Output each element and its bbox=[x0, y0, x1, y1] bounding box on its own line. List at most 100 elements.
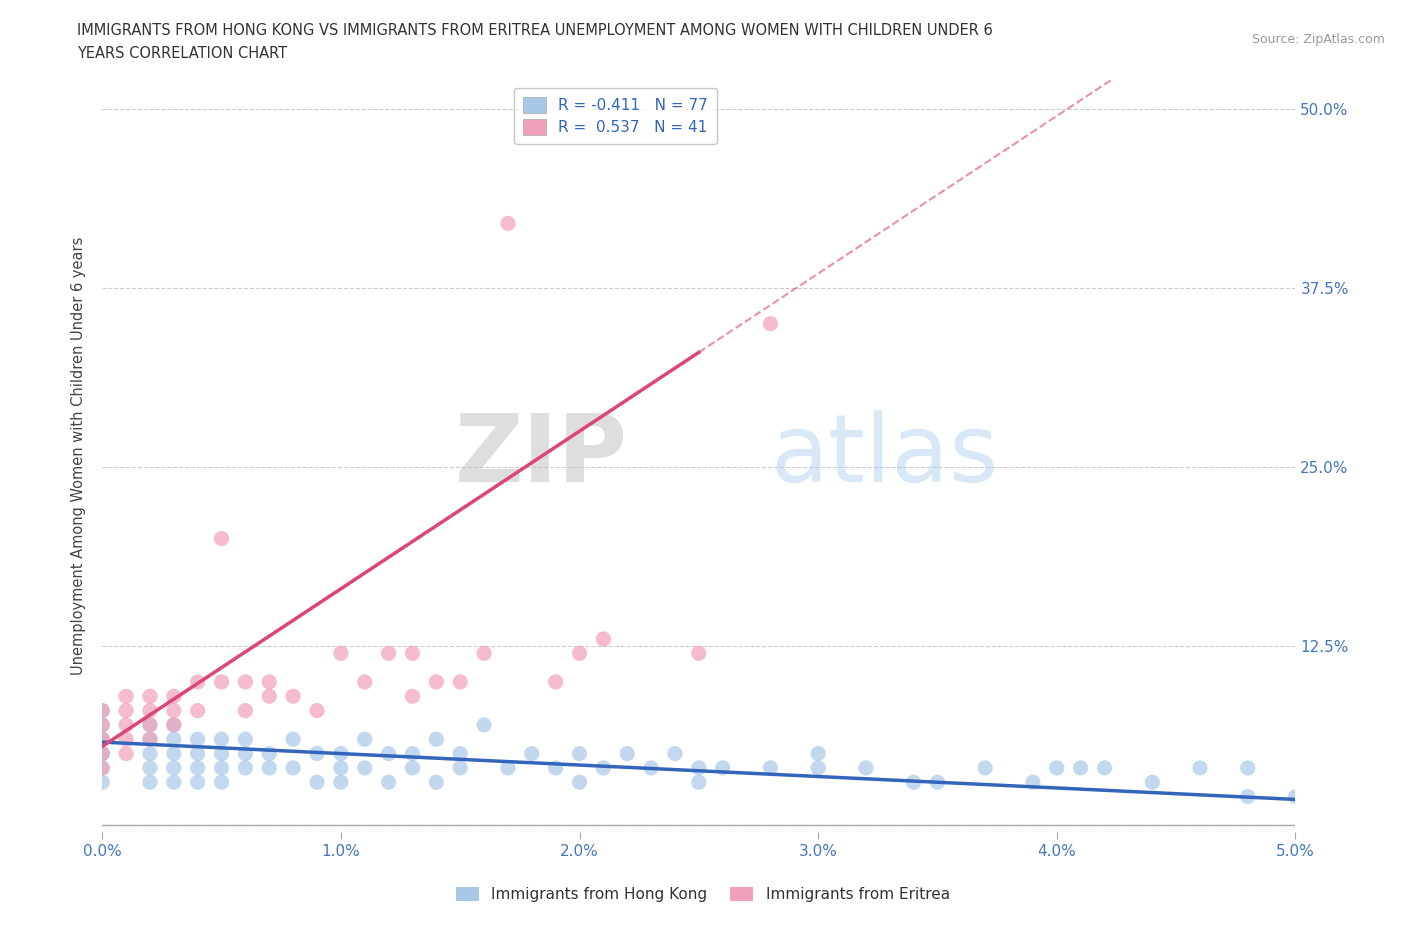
Point bbox=[496, 761, 519, 776]
Point bbox=[759, 316, 782, 331]
Point bbox=[711, 761, 734, 776]
Text: IMMIGRANTS FROM HONG KONG VS IMMIGRANTS FROM ERITREA UNEMPLOYMENT AMONG WOMEN WI: IMMIGRANTS FROM HONG KONG VS IMMIGRANTS … bbox=[77, 23, 993, 38]
Point bbox=[401, 761, 423, 776]
Text: ZIP: ZIP bbox=[454, 410, 627, 502]
Point bbox=[329, 746, 352, 761]
Point bbox=[91, 761, 114, 776]
Point bbox=[377, 645, 399, 660]
Point bbox=[139, 717, 162, 732]
Point bbox=[640, 761, 662, 776]
Point bbox=[688, 775, 710, 790]
Point bbox=[187, 746, 209, 761]
Point bbox=[544, 761, 567, 776]
Point bbox=[1046, 761, 1069, 776]
Point bbox=[568, 775, 591, 790]
Point bbox=[139, 732, 162, 747]
Point bbox=[139, 732, 162, 747]
Point bbox=[425, 732, 447, 747]
Point bbox=[211, 531, 233, 546]
Point bbox=[329, 775, 352, 790]
Point bbox=[235, 746, 257, 761]
Point bbox=[187, 674, 209, 689]
Point bbox=[163, 775, 186, 790]
Point bbox=[688, 761, 710, 776]
Point bbox=[91, 746, 114, 761]
Point bbox=[807, 746, 830, 761]
Point bbox=[91, 703, 114, 718]
Point bbox=[568, 746, 591, 761]
Point bbox=[281, 689, 304, 704]
Point bbox=[353, 761, 375, 776]
Point bbox=[592, 761, 614, 776]
Point bbox=[91, 761, 114, 776]
Point bbox=[807, 761, 830, 776]
Point bbox=[187, 761, 209, 776]
Point bbox=[1094, 761, 1116, 776]
Point bbox=[235, 732, 257, 747]
Point bbox=[139, 775, 162, 790]
Point bbox=[1022, 775, 1045, 790]
Legend: Immigrants from Hong Kong, Immigrants from Eritrea: Immigrants from Hong Kong, Immigrants fr… bbox=[450, 881, 956, 909]
Point bbox=[115, 689, 138, 704]
Point bbox=[235, 761, 257, 776]
Point bbox=[91, 732, 114, 747]
Point bbox=[187, 703, 209, 718]
Text: atlas: atlas bbox=[770, 410, 998, 502]
Point bbox=[281, 761, 304, 776]
Point bbox=[211, 732, 233, 747]
Legend: R = -0.411   N = 77, R =  0.537   N = 41: R = -0.411 N = 77, R = 0.537 N = 41 bbox=[513, 87, 717, 144]
Point bbox=[1070, 761, 1092, 776]
Y-axis label: Unemployment Among Women with Children Under 6 years: Unemployment Among Women with Children U… bbox=[72, 237, 86, 675]
Point bbox=[91, 717, 114, 732]
Point bbox=[759, 761, 782, 776]
Point bbox=[139, 703, 162, 718]
Point bbox=[259, 674, 281, 689]
Point bbox=[91, 746, 114, 761]
Point bbox=[616, 746, 638, 761]
Point bbox=[305, 775, 328, 790]
Point bbox=[139, 746, 162, 761]
Point bbox=[1284, 790, 1306, 804]
Point bbox=[520, 746, 543, 761]
Point bbox=[353, 674, 375, 689]
Point bbox=[281, 732, 304, 747]
Point bbox=[305, 703, 328, 718]
Point bbox=[903, 775, 925, 790]
Point bbox=[163, 689, 186, 704]
Point bbox=[974, 761, 997, 776]
Point bbox=[115, 717, 138, 732]
Point bbox=[449, 761, 471, 776]
Point bbox=[211, 761, 233, 776]
Point bbox=[259, 746, 281, 761]
Point bbox=[1236, 790, 1258, 804]
Point bbox=[91, 746, 114, 761]
Point bbox=[163, 717, 186, 732]
Point bbox=[377, 746, 399, 761]
Point bbox=[163, 746, 186, 761]
Point bbox=[353, 732, 375, 747]
Text: YEARS CORRELATION CHART: YEARS CORRELATION CHART bbox=[77, 46, 287, 61]
Point bbox=[1142, 775, 1164, 790]
Point bbox=[1236, 761, 1258, 776]
Point bbox=[139, 761, 162, 776]
Point bbox=[568, 645, 591, 660]
Text: Source: ZipAtlas.com: Source: ZipAtlas.com bbox=[1251, 33, 1385, 46]
Point bbox=[401, 689, 423, 704]
Point bbox=[377, 775, 399, 790]
Point bbox=[235, 674, 257, 689]
Point bbox=[592, 631, 614, 646]
Point bbox=[211, 775, 233, 790]
Point bbox=[401, 746, 423, 761]
Point bbox=[425, 674, 447, 689]
Point bbox=[91, 732, 114, 747]
Point bbox=[91, 732, 114, 747]
Point bbox=[927, 775, 949, 790]
Point bbox=[855, 761, 877, 776]
Point bbox=[544, 674, 567, 689]
Point bbox=[259, 689, 281, 704]
Point bbox=[163, 703, 186, 718]
Point bbox=[329, 761, 352, 776]
Point bbox=[139, 689, 162, 704]
Point bbox=[305, 746, 328, 761]
Point bbox=[425, 775, 447, 790]
